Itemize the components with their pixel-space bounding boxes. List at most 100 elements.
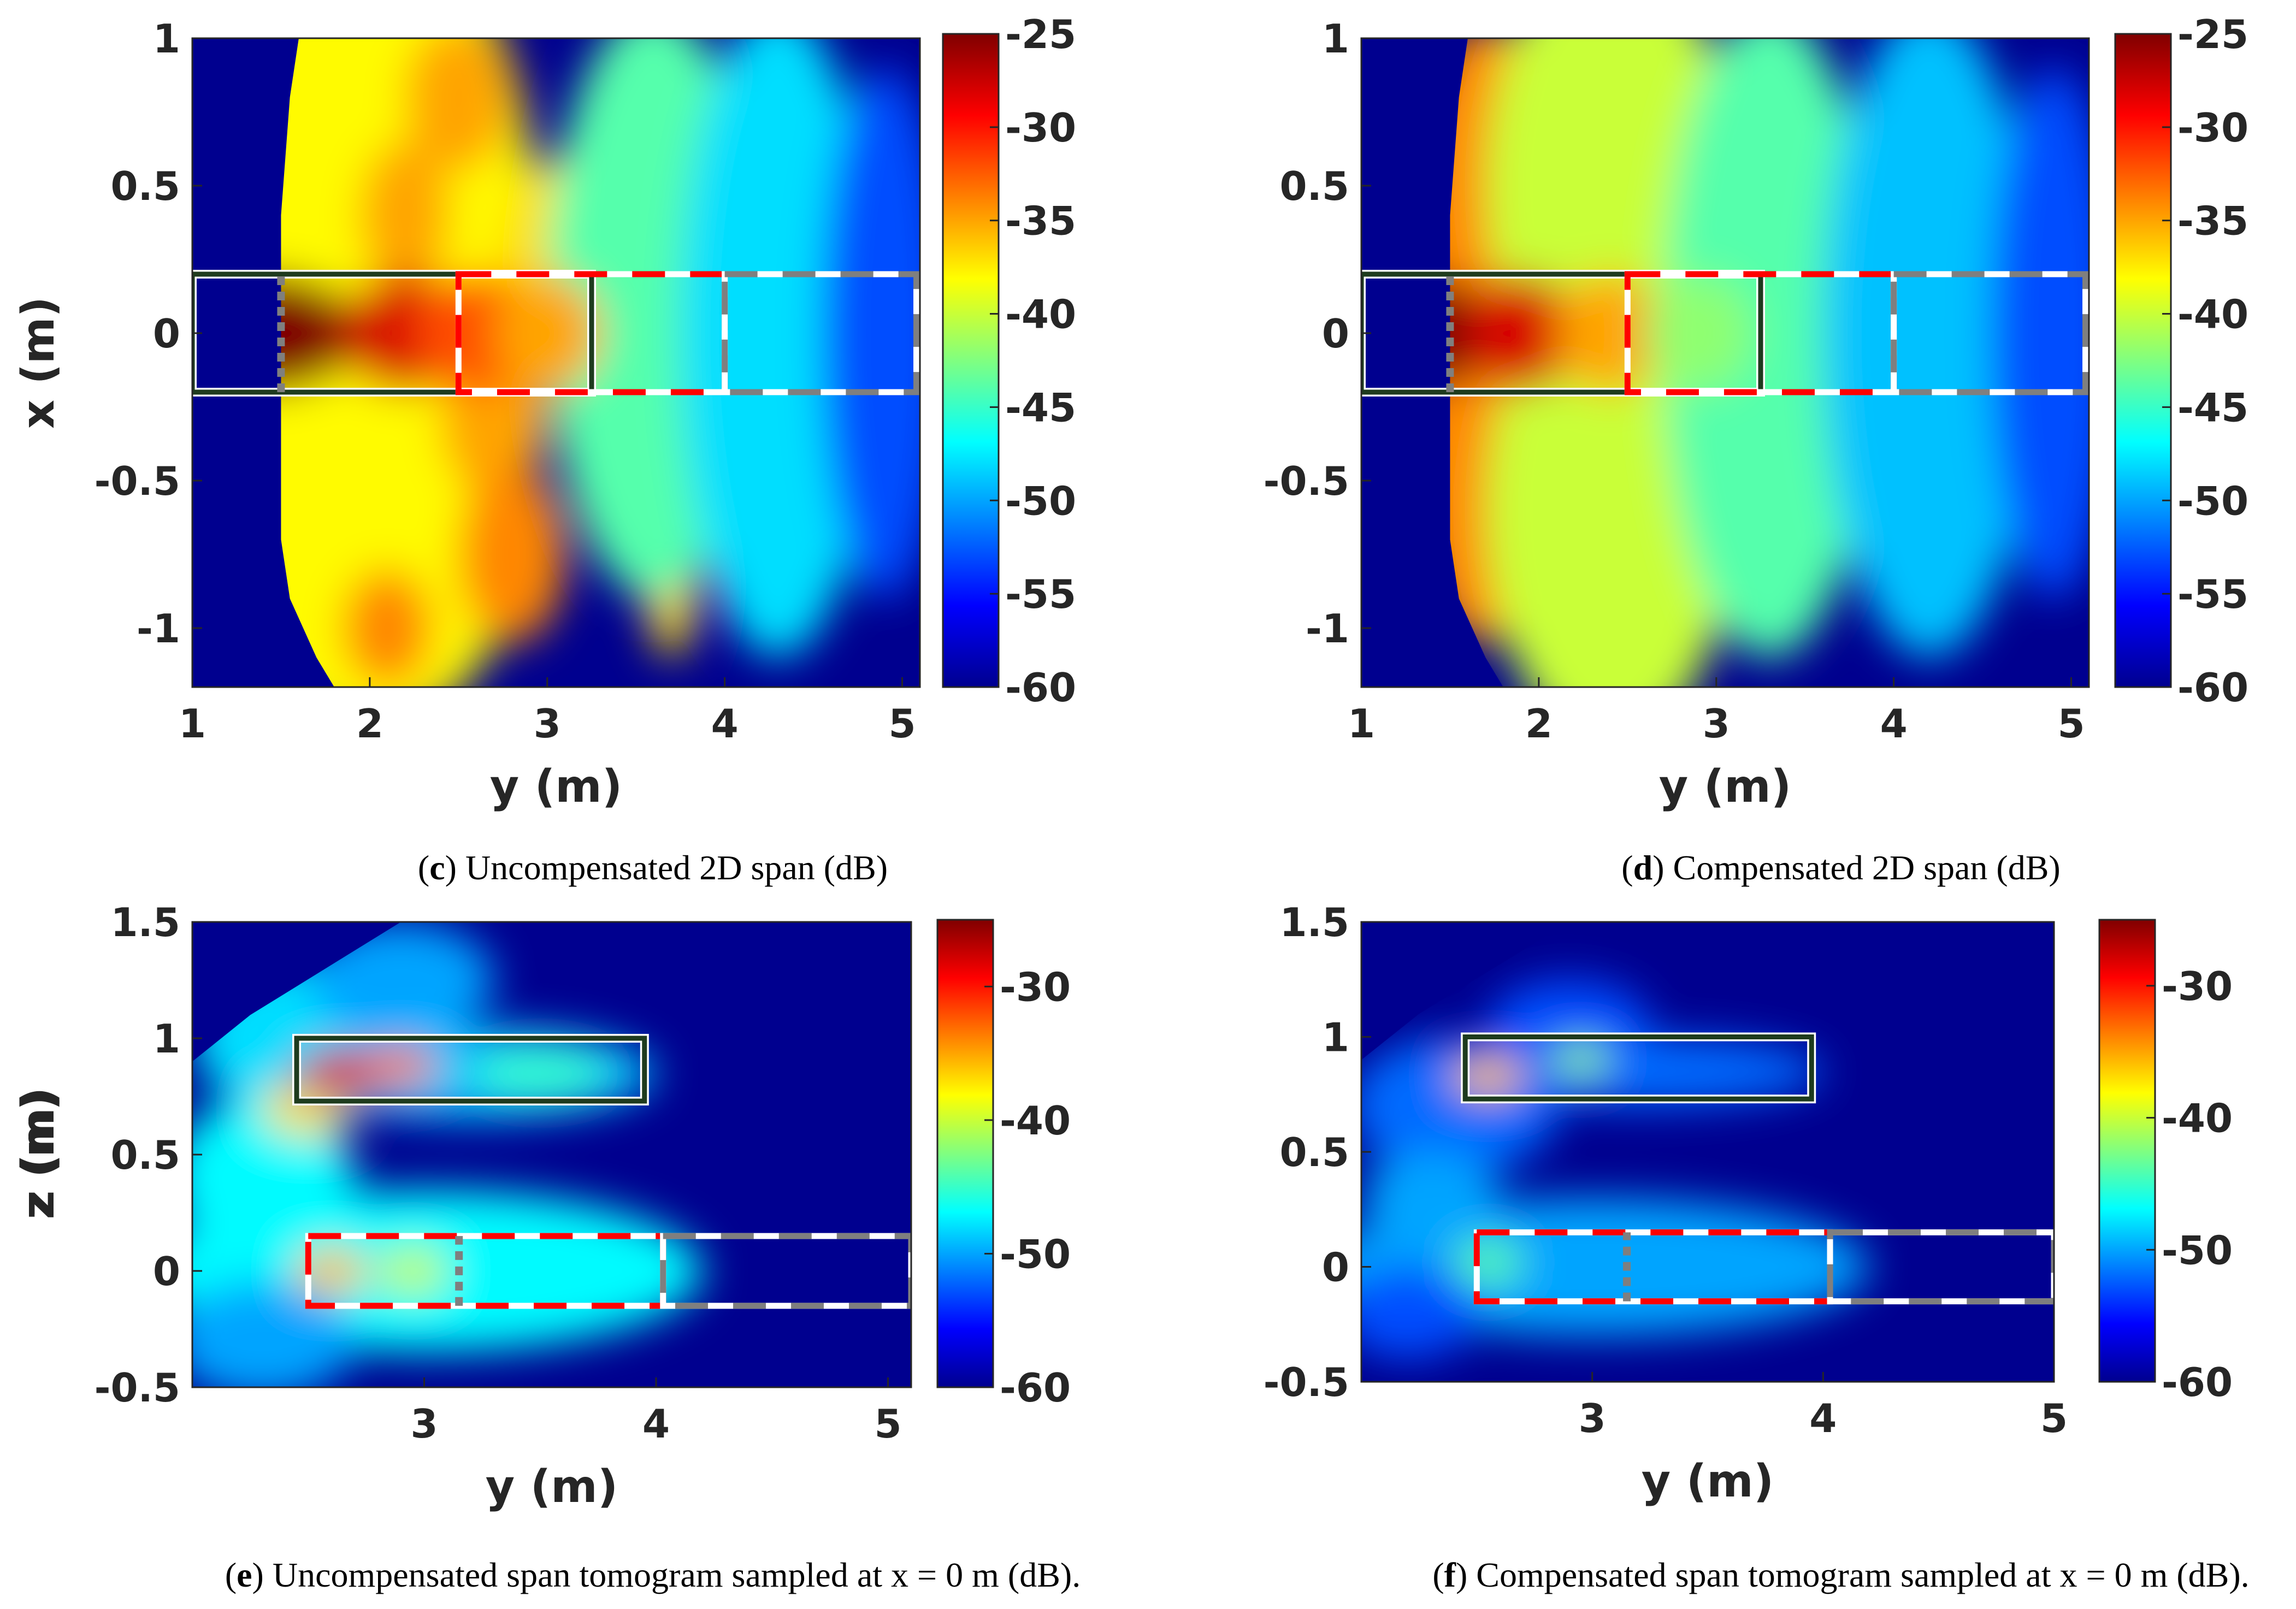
x-tick-label: 4	[1880, 701, 1908, 747]
y-tick-label: 1	[1322, 16, 1349, 62]
plot-frame	[1360, 37, 2090, 688]
x-tick-label: 3	[534, 701, 561, 747]
y-tick-label: 0	[153, 1249, 180, 1294]
x-tick-label: 4	[711, 701, 739, 747]
heat-blob-4	[1663, 38, 1876, 658]
wall-box	[294, 1036, 647, 1104]
red-dashed-box	[455, 271, 728, 395]
y-tick-label: 1.5	[110, 900, 180, 945]
heat-blob-8	[1361, 1267, 1477, 1359]
y-axis-label: z (m)	[13, 1090, 64, 1220]
heat-blob-4	[285, 1026, 657, 1120]
caption-text: Compensated 2D span (dB)	[1665, 848, 2061, 887]
heat-blob-10	[1645, 274, 1752, 392]
red-dashed-box	[1624, 271, 1897, 395]
plot-frame	[191, 37, 921, 688]
heat-blob-11	[680, 38, 876, 658]
x-tick-label: 5	[2057, 701, 2085, 747]
colorbar-tick-label: -40	[1005, 292, 1076, 338]
heat-blob-11	[192, 1282, 355, 1387]
x-tick-label: 3	[1703, 701, 1730, 747]
heat-blob-13	[281, 274, 361, 392]
y-axis-label: x (m)	[13, 297, 64, 429]
panel-caption: (d) Compensated 2D span (dB)	[1621, 848, 2060, 887]
caption-paren: )	[1652, 848, 1664, 887]
y-tick-label: -1	[1306, 606, 1349, 652]
colorbar-tick-label: -45	[2177, 384, 2248, 430]
colorbar-tick-label: -50	[2162, 1227, 2233, 1273]
x-tick-label: 1	[1348, 701, 1375, 747]
y-tick-label: 1.5	[1279, 900, 1349, 945]
y-tick-label: 1	[153, 16, 180, 62]
caption-paren: (	[225, 1555, 237, 1594]
caption-paren: (	[1621, 848, 1633, 887]
heat-blob-10	[377, 1247, 447, 1294]
heat-blob-9	[1556, 274, 1663, 392]
colorbar-tick-label: -40	[2177, 292, 2248, 338]
y-tick-label: -0.5	[95, 1365, 180, 1411]
x-tick-label: 3	[410, 1401, 438, 1447]
y-tick-label: 0.5	[110, 1132, 180, 1178]
caption-text: ) Uncompensated span tomogram sampled at…	[252, 1555, 1081, 1594]
y-tick-label: -0.5	[95, 458, 180, 504]
heat-blob-6	[458, 466, 565, 643]
caption-label: c	[429, 848, 445, 887]
x-tick-label: 4	[1809, 1395, 1837, 1441]
panel-c: 1 2 3 4 5 1 0.5 0 -0.5 -1 y (m) x (m) -25 -30 -35 -40 -4…	[13, 11, 1076, 887]
caption-paren: )	[445, 848, 457, 887]
gray-dashed-box	[1827, 1229, 2054, 1305]
wall-box	[1361, 271, 1763, 395]
colorbar-tick-label: -35	[1005, 198, 1076, 244]
x-axis-label: y (m)	[1659, 761, 1791, 813]
colorbar-tick-label: -40	[1000, 1098, 1071, 1144]
colorbar-tick-label: -40	[2162, 1096, 2233, 1141]
panel-e: 3 4 5 1.5 1 0.5 0 -0.5 y (m) z (m) -30 -40 -50 -60 (e)…	[13, 900, 1081, 1594]
red-dashed-box	[305, 1233, 666, 1309]
x-axis-label: y (m)	[1642, 1456, 1774, 1507]
gray-dashed-box	[1891, 271, 2089, 395]
colorbar-tick-label: -60	[1005, 665, 1076, 711]
gray-dashed-box	[722, 271, 920, 395]
x-axis-label: y (m)	[486, 1461, 618, 1513]
wall-box	[1462, 1034, 1814, 1102]
imaging-fan	[281, 38, 920, 687]
colorbar	[2114, 33, 2172, 688]
heat-layer	[281, 38, 920, 687]
y-tick-label: -0.5	[1264, 1359, 1349, 1405]
heat-blob-16	[494, 274, 601, 392]
colorbar-tick-label: -50	[1005, 478, 1076, 524]
x-tick-label: 1	[179, 701, 206, 747]
caption-label: d	[1633, 848, 1653, 887]
colorbar	[2098, 919, 2156, 1383]
caption-text: ) Compensated span tomogram sampled at x…	[1456, 1555, 2250, 1594]
x-tick-label: 5	[874, 1401, 901, 1447]
y-tick-label: 0	[1322, 311, 1349, 357]
colorbar-tick-label: -60	[2177, 665, 2248, 711]
heat-blob-2	[1454, 1037, 1823, 1106]
colorbar-tick-label: -25	[2177, 11, 2248, 57]
heat-blob-7	[1361, 1152, 1500, 1244]
panel-d: 1 2 3 4 5 1 0.5 0 -0.5 -1 y (m) x (m) -25 -30 -35 -40 -4…	[13, 11, 2248, 887]
x-tick-label: 5	[888, 701, 916, 747]
y-tick-label: 1	[153, 1016, 180, 1062]
caption-text: Uncompensated 2D span (dB)	[457, 848, 888, 887]
colorbar-tick-label: -45	[1005, 384, 1076, 430]
x-axis-label: y (m)	[490, 761, 622, 813]
y-axis-label: x (m)	[13, 297, 64, 429]
panel-f: 3 4 5 1.5 1 0.5 0 -0.5 y (m) z (m) -30 -40 -50 -60 ( f)…	[13, 900, 2250, 1594]
red-dashed-box	[1473, 1229, 1833, 1305]
y-tick-label: 0.5	[1279, 163, 1349, 209]
colorbar-tick-label: -30	[1005, 105, 1076, 151]
colorbar-tick-label: -30	[2162, 963, 2233, 1009]
heat-blob-6	[366, 1048, 436, 1085]
colorbar-tick-label: -50	[1000, 1231, 1071, 1277]
y-tick-label: -0.5	[1264, 458, 1349, 504]
x-tick-label: 5	[2040, 1395, 2068, 1441]
colorbar-tick-label: -60	[2162, 1359, 2233, 1405]
heat-blob-7	[343, 569, 432, 687]
heat-blob-4	[1553, 1044, 1609, 1076]
colorbar-tick-label: -60	[1000, 1365, 1071, 1411]
caption-label: f	[1444, 1555, 1456, 1594]
heat-blob-7	[1450, 274, 1495, 392]
